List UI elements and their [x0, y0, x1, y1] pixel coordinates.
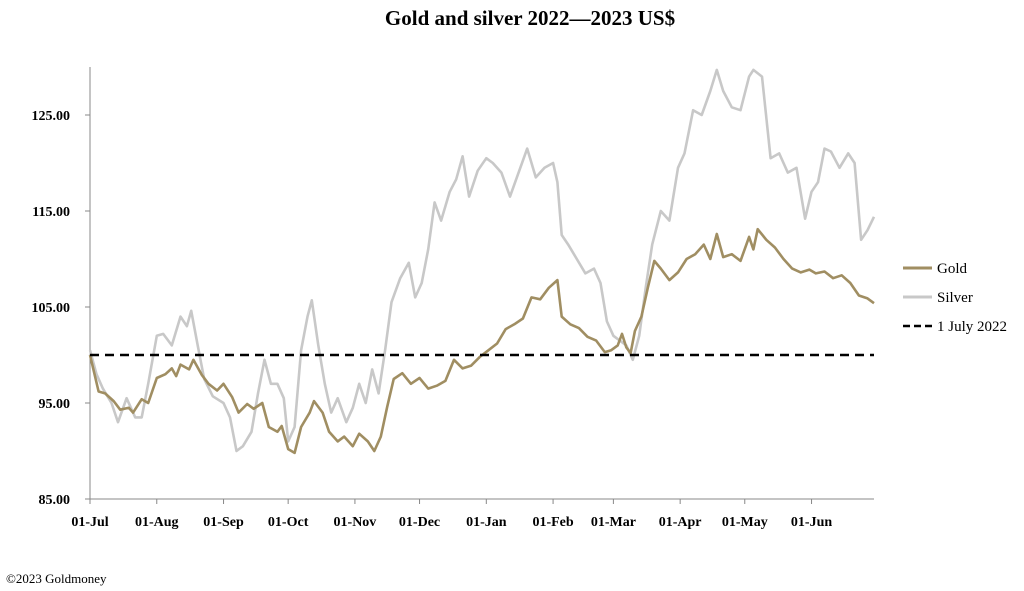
y-tick-label: 95.00 [39, 397, 71, 412]
x-tick-label: 01-Feb [532, 515, 573, 530]
x-tick-label: 01-Jan [466, 515, 507, 530]
y-tick-label: 125.00 [32, 109, 71, 124]
x-tick-label: 01-May [722, 515, 768, 530]
x-tick-label: 01-Apr [659, 515, 702, 530]
x-tick-label: 01-Nov [334, 515, 377, 530]
y-tick-label: 85.00 [39, 493, 71, 508]
legend-label: 1 July 2022 [937, 319, 1007, 335]
legend-label: Gold [937, 261, 968, 277]
x-tick-label: 01-Jun [791, 515, 832, 530]
y-tick-label: 115.00 [32, 205, 70, 220]
series-line-silver [88, 68, 876, 453]
x-tick-label: 01-Oct [268, 515, 309, 530]
legend-label: Silver [937, 290, 973, 306]
legend: Gold Silver 1 July 2022 [903, 261, 1007, 335]
y-tick-label: 105.00 [32, 301, 71, 316]
footer-credit: ©2023 Goldmoney [6, 571, 107, 586]
x-tick-label: 01-Sep [203, 515, 244, 530]
x-tick-label: 01-Dec [399, 515, 440, 530]
series-line-gold [88, 227, 875, 455]
chart-title: Gold and silver 2022—2023 US$ [384, 6, 676, 30]
x-tick-label: 01-Aug [135, 515, 179, 530]
x-tick-label: 01-Mar [591, 515, 636, 530]
x-tick-label: 01-Jul [71, 515, 108, 530]
series-lines [88, 68, 876, 455]
